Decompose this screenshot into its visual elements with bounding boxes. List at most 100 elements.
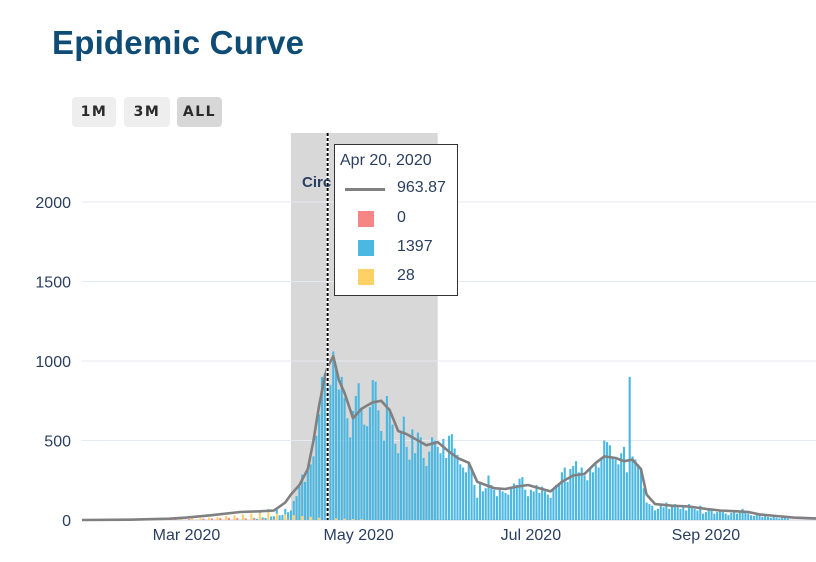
data-bar — [718, 510, 722, 520]
data-bar — [405, 446, 408, 520]
tooltip-average-value: 963.87 — [397, 179, 446, 196]
data-bar — [645, 502, 648, 520]
data-bar — [278, 515, 281, 520]
data-bar — [224, 516, 228, 520]
data-bar — [594, 464, 597, 520]
data-bar — [357, 383, 360, 520]
data-bar — [258, 512, 261, 520]
data-bar — [478, 481, 482, 520]
data-bar — [349, 437, 352, 520]
data-bar — [721, 512, 724, 520]
data-bar — [303, 481, 307, 520]
data-bar — [287, 519, 290, 520]
data-bar — [685, 510, 688, 520]
data-bar — [637, 464, 640, 520]
data-bar — [572, 465, 575, 520]
data-bar — [253, 518, 256, 520]
data-bar — [275, 509, 278, 514]
data-bar — [552, 489, 555, 520]
data-bar — [676, 507, 679, 520]
range-button-all[interactable]: ALL — [177, 97, 222, 127]
data-bar — [360, 407, 363, 520]
data-bar — [377, 410, 380, 520]
rolling-average-line — [81, 354, 816, 522]
data-bar — [628, 376, 631, 520]
data-bar — [363, 424, 366, 520]
data-bar — [558, 483, 561, 520]
data-bar — [538, 492, 541, 520]
data-bar — [631, 456, 634, 520]
data-bar — [467, 462, 470, 520]
data-bar — [476, 497, 479, 520]
data-bar — [574, 461, 578, 520]
data-bar — [622, 446, 626, 520]
data-bar — [388, 408, 391, 520]
data-bar — [306, 470, 309, 520]
data-bar — [416, 432, 420, 520]
data-bar — [524, 489, 527, 520]
data-bar — [707, 508, 710, 520]
data-bar — [606, 442, 609, 520]
data-bar — [255, 518, 259, 520]
data-bar — [687, 504, 691, 520]
data-bar — [495, 496, 499, 520]
data-bar — [335, 518, 338, 520]
data-bar — [289, 510, 292, 520]
tooltip-row-yellow: 28 — [341, 267, 453, 287]
data-bar — [507, 494, 510, 520]
data-bar — [391, 424, 394, 520]
data-bar — [360, 519, 363, 520]
data-bar — [292, 515, 295, 520]
data-bar — [597, 467, 600, 520]
data-bar — [312, 456, 315, 520]
range-button-3m[interactable]: 3M — [124, 97, 170, 127]
data-bar — [541, 486, 544, 520]
data-bar — [414, 453, 417, 520]
data-bar — [301, 474, 304, 517]
data-bar — [696, 510, 699, 520]
data-bar — [199, 518, 202, 520]
data-bar — [741, 508, 744, 520]
data-bar — [730, 512, 733, 520]
data-bar — [261, 519, 264, 520]
data-bar — [241, 514, 244, 520]
data-bar — [617, 464, 620, 520]
data-bar — [425, 465, 428, 520]
data-bar — [526, 496, 530, 520]
data-bar — [580, 467, 583, 520]
data-bar — [560, 472, 563, 520]
data-bar — [428, 451, 431, 520]
data-bar — [439, 453, 442, 520]
data-bar — [470, 467, 473, 520]
data-bar — [781, 517, 784, 520]
data-bar — [227, 517, 230, 520]
data-bar — [555, 485, 558, 520]
data-bar — [532, 491, 535, 520]
data-bar — [654, 510, 657, 520]
data-bar — [298, 486, 301, 520]
data-bar — [275, 513, 278, 520]
data-bar — [368, 407, 372, 520]
data-bar — [498, 488, 501, 520]
data-bar — [769, 517, 772, 520]
tooltip-blue-value: 1397 — [397, 238, 433, 255]
y-tick-label: 0 — [62, 513, 71, 530]
tooltip-row-red: 0 — [341, 209, 453, 229]
data-bar — [752, 516, 755, 520]
data-bar — [284, 514, 287, 520]
range-button-1m[interactable]: 1M — [72, 97, 116, 127]
data-bar — [453, 448, 456, 520]
data-bar — [340, 376, 343, 520]
data-bar — [501, 491, 504, 520]
data-bar — [397, 453, 400, 520]
tooltip-row-blue: 1397 — [341, 238, 453, 258]
data-bar — [309, 464, 312, 517]
data-bar — [490, 485, 493, 520]
data-bar — [253, 517, 256, 519]
data-bar — [191, 518, 194, 520]
data-bar — [766, 516, 770, 520]
data-bar — [761, 516, 764, 520]
data-bar — [431, 437, 434, 520]
blue-series-swatch — [358, 240, 374, 256]
data-bar — [295, 496, 298, 520]
